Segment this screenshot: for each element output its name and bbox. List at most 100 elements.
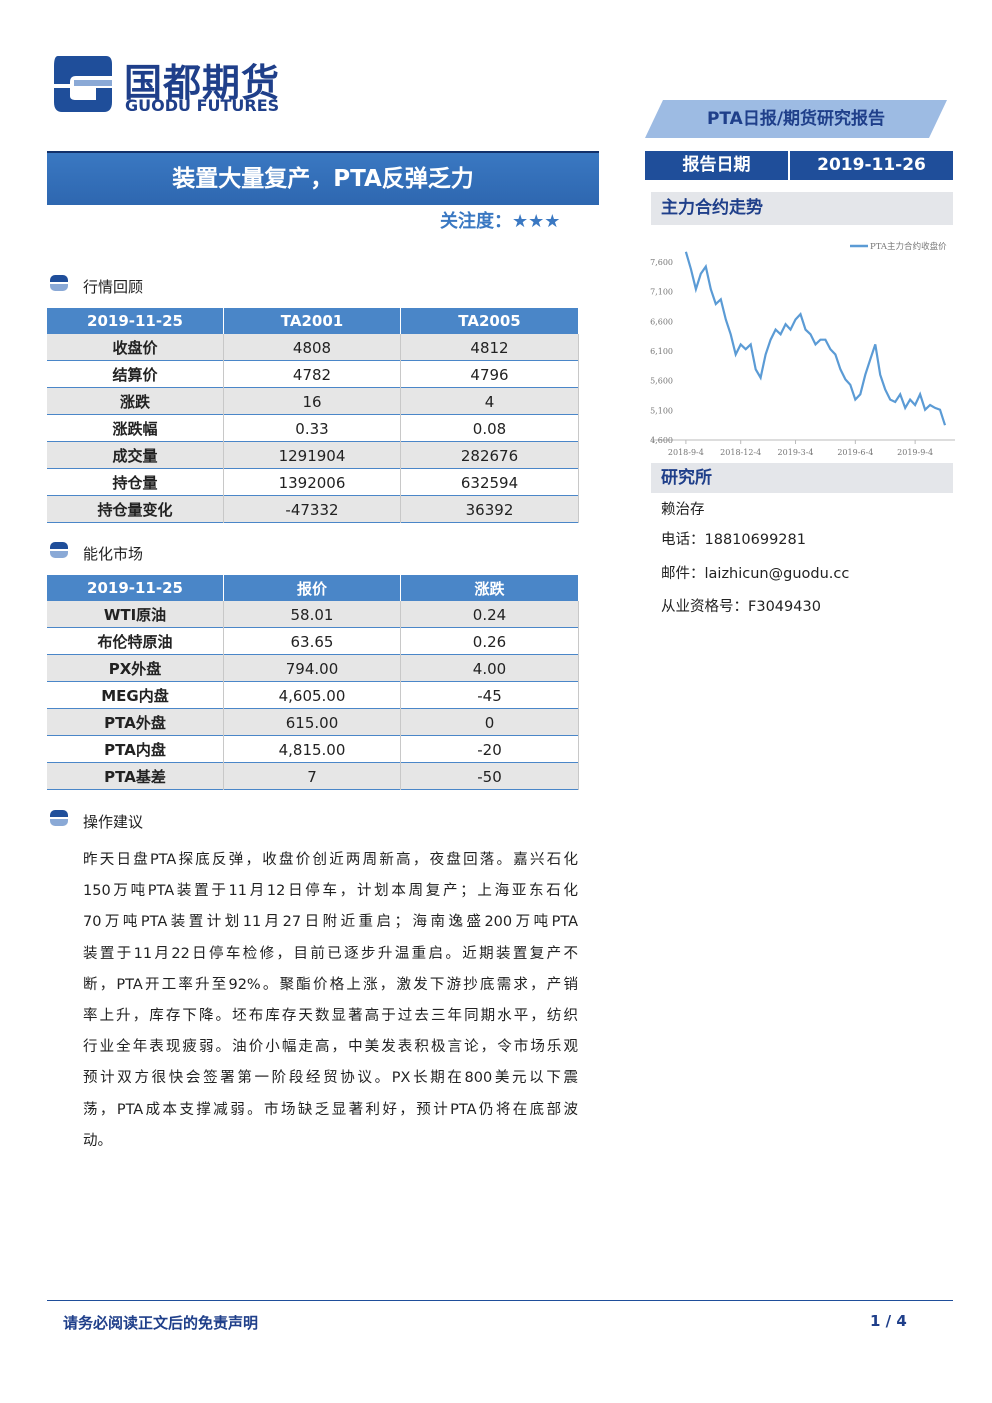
title: 装置大量复产，PTA反弹乏力 [47,151,599,205]
table-header-cell: 报价 [224,575,401,601]
table-row [47,388,579,415]
series-line [684,251,947,426]
paragraph-line: 150万吨PTA装置于11月12日停车，计划本周复产；上海亚东石化 [83,883,578,900]
section-icon [50,275,68,291]
paragraph-line: 行业全年表现疲弱。油价小幅走高，中美发表积极言论，令市场乐观 [83,1039,578,1056]
y-tick-label: 6,100 [650,347,673,356]
table-cell: -20 [401,736,579,763]
table-header-cell: TA2005 [401,308,579,334]
table-cell: 4812 [401,334,579,361]
table-cell: 0.26 [401,628,579,655]
section-title: 操作建议 [83,813,144,831]
paragraph-line: 率上升，库存下降。坯布库存天数显著高于过去三年同期水平，纺织 [83,1008,578,1024]
logo-icon [54,56,112,112]
y-tick-label: 5,600 [650,377,673,386]
table-cell: 0 [401,709,579,736]
report-type: PTA日报/期货研究报告 [706,109,886,129]
table-cell: 0.08 [401,415,579,442]
table-cell: 收盘价 [47,334,224,361]
y-tick-label: 7,600 [650,258,673,267]
attention: 关注度：★★★ [440,207,560,233]
legend-label: PTA主力合约收盘价 [870,241,947,252]
report-date-bar [645,151,953,180]
table-row [47,442,579,469]
y-tick-label: 6,600 [650,317,673,326]
table-cell: 0.33 [224,415,401,442]
table-row [47,601,579,628]
section-icon [50,542,68,558]
table-row [47,334,579,361]
x-tick-label: 2019-3-4 [778,448,814,457]
table-cell: 58.01 [224,601,401,628]
attention-label: 关注度： [440,211,512,232]
analyst: 赖治存 [661,502,705,518]
footer-rule [47,1300,953,1301]
table-cell: PTA内盘 [47,736,224,763]
table-cell: 成交量 [47,442,224,469]
table-cell: 涨跌幅 [47,415,224,442]
paragraph-line: 动。 [83,1132,112,1149]
table-cell: 4796 [401,361,579,388]
table-cell: 4 [401,388,579,415]
chart-section-title: 主力合约走势 [651,192,953,225]
paragraph-line: 装置于11月22日停车检修，目前已逐步升温重启。近期装置复产不 [83,945,578,962]
table-header-cell: 2019-11-25 [47,575,224,601]
x-tick-label: 2019-6-4 [837,448,873,457]
table-row [47,709,579,736]
table-cell: 282676 [401,442,579,469]
table-cell: PTA外盘 [47,709,224,736]
table-cell: 4,815.00 [224,736,401,763]
table-cell: 结算价 [47,361,224,388]
paragraph-line: 荡，PTA成本支撑减弱。市场缺乏显著利好，预计PTA仍将在底部波 [83,1101,578,1118]
divider [788,151,790,180]
table-cell: PX外盘 [47,655,224,682]
table-header-cell: 2019-11-25 [47,308,224,334]
section-title: 行情回顾 [83,278,144,296]
y-tick-label: 5,100 [650,406,673,415]
paragraph-line: 预计双方很快会签署第一阶段经贸协议。PX长期在800美元以下震 [83,1070,578,1087]
table-cell: -50 [401,763,579,790]
table-cell: -45 [401,682,579,709]
logo-name: 国都期货 [124,61,281,105]
table-cell: -47332 [224,496,401,523]
table-cell: 36392 [401,496,579,523]
section-title: 能化市场 [83,545,144,563]
table-cell: 0.24 [401,601,579,628]
table-row [47,496,579,523]
table-row [47,655,579,682]
paragraph-line: 断，PTA开工率升至92%。聚酯价格上涨，激发下游抄底需求，产销 [83,976,578,993]
table-cell: 持仓量变化 [47,496,224,523]
x-tick-label: 2018-9-4 [668,448,704,457]
table-cell: 16 [224,388,401,415]
report-date: 2019-11-26 [817,155,926,175]
table-header-cell: TA2001 [224,308,401,334]
table-cell: 7 [224,763,401,790]
table-row [47,469,579,496]
table-cell: 涨跌 [47,388,224,415]
table-cell: 794.00 [224,655,401,682]
attention-stars: ★★★ [512,211,561,232]
table-cell: 4782 [224,361,401,388]
paragraph-line: 昨天日盘PTA探底反弹，收盘价创近两周新高，夜盘回落。嘉兴石化 [83,852,578,868]
page-number: 1 / 4 [870,1312,907,1330]
table-header-bg [47,575,579,601]
report-date-label: 报告日期 [682,155,751,175]
table-header-bg [47,308,579,334]
chart: 4,600 5,100 5,600 6,100 6,600 7,100 7,600 2018-… [650,241,955,457]
table-cell: 1291904 [224,442,401,469]
table-cell: 63.65 [224,628,401,655]
table-cell: 4808 [224,334,401,361]
table-cell: 4,605.00 [224,682,401,709]
y-tick-label: 7,100 [650,288,673,297]
table-cell: 632594 [401,469,579,496]
phone: 电话：18810699281 [661,532,806,548]
table-cell: PTA基差 [47,763,224,790]
table-header-cell: 涨跌 [401,575,579,601]
report-type-banner [645,100,947,138]
table-cell: 1392006 [224,469,401,496]
section-icon [50,810,68,826]
y-tick-label: 4,600 [650,436,673,445]
table-row [47,415,579,442]
email: 邮件：laizhicun@guodu.cc [661,566,850,582]
